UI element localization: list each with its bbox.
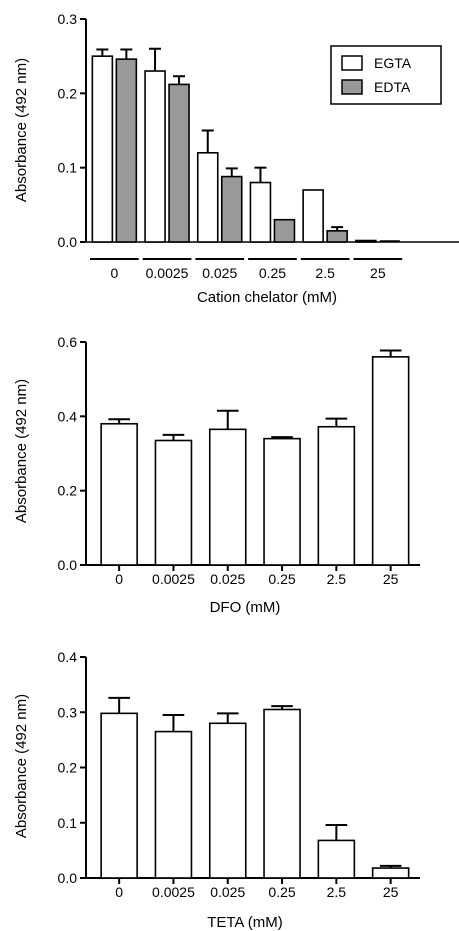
- y-tick-label: 0.0: [58, 557, 78, 573]
- y-tick-label: 0.3: [58, 704, 78, 720]
- x-tick-label: 25: [383, 571, 399, 587]
- bar: [263, 437, 301, 566]
- x-tick-label: 2.5: [315, 265, 335, 281]
- y-tick-label: 0.4: [58, 408, 78, 424]
- x-tick-label: 25: [370, 265, 386, 281]
- y-tick-label: 0.3: [58, 11, 78, 27]
- bar: [115, 58, 138, 243]
- x-tick-label: 0.025: [210, 884, 245, 900]
- y-tick-label: 0.0: [58, 234, 78, 250]
- y-tick-label: 0.2: [58, 483, 78, 499]
- chart-panel-teta: Absorbance (492 nm) TETA (mM) 0.0 0.1 0.2 0…: [13, 649, 420, 931]
- bar: [273, 218, 296, 243]
- bar: [154, 439, 193, 566]
- bar: [154, 730, 193, 879]
- x-tick-label: 0.25: [268, 884, 295, 900]
- chart-panel-cation-chelator: Absorbance (492 nm) Cation chelator (mM)…: [13, 11, 459, 306]
- y-axis-title: Absorbance (492 nm): [13, 694, 30, 838]
- bar: [263, 708, 301, 879]
- y-tick-label: 0.6: [58, 334, 78, 350]
- bar: [249, 181, 272, 243]
- x-tick-label: 0.25: [268, 571, 295, 587]
- bar: [91, 55, 114, 243]
- bar: [100, 422, 138, 566]
- x-axis-title: Cation chelator (mM): [197, 289, 337, 306]
- bar: [326, 230, 348, 243]
- legend-swatch: [341, 55, 363, 71]
- bar: [317, 839, 356, 879]
- chart-panel-dfo: Absorbance (492 nm) DFO (mM) 0.0 0.2 0.4 0.…: [13, 334, 420, 616]
- legend-swatch: [341, 79, 363, 95]
- y-tick-label: 0.1: [58, 815, 78, 831]
- y-tick-label: 0.4: [58, 649, 78, 665]
- x-tick-label: 0: [115, 571, 123, 587]
- x-tick-label: 0.0025: [146, 265, 189, 281]
- bar: [220, 175, 243, 243]
- bar: [302, 189, 324, 243]
- x-tick-label: 0: [115, 884, 123, 900]
- y-tick-label: 0.1: [58, 160, 78, 176]
- x-tick-label: 0: [110, 265, 118, 281]
- y-tick-label: 0.2: [58, 85, 78, 101]
- x-tick-label: 0.025: [202, 265, 237, 281]
- x-tick-label: 2.5: [327, 571, 347, 587]
- x-axis-title: TETA (mM): [207, 914, 283, 931]
- x-tick-label: 0.0025: [152, 571, 195, 587]
- bar: [144, 70, 166, 243]
- bar: [371, 867, 410, 879]
- bar: [168, 83, 190, 243]
- y-axis-title: Absorbance (492 nm): [13, 58, 30, 202]
- bar: [208, 722, 247, 879]
- x-axis-title: DFO (mM): [210, 599, 281, 616]
- legend-label: EGTA: [374, 55, 412, 71]
- legend-label: EDTA: [374, 79, 411, 95]
- bar: [355, 239, 377, 243]
- x-tick-label: 2.5: [327, 884, 347, 900]
- y-axis-title: Absorbance (492 nm): [13, 379, 30, 523]
- x-tick-label: 0.0025: [152, 884, 195, 900]
- y-tick-label: 0.0: [58, 870, 78, 886]
- y-tick-label: 0.2: [58, 760, 78, 776]
- x-tick-label: 0.025: [210, 571, 245, 587]
- bar: [317, 425, 356, 566]
- bar: [371, 356, 410, 566]
- bar: [196, 152, 219, 243]
- bar: [100, 712, 138, 879]
- x-tick-label: 0.25: [259, 265, 286, 281]
- x-tick-label: 25: [383, 884, 399, 900]
- bar: [208, 428, 247, 566]
